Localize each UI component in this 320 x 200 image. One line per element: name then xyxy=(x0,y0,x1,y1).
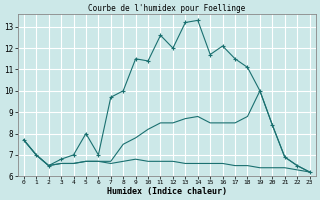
X-axis label: Humidex (Indice chaleur): Humidex (Indice chaleur) xyxy=(107,187,227,196)
Title: Courbe de l'humidex pour Foellinge: Courbe de l'humidex pour Foellinge xyxy=(88,4,245,13)
